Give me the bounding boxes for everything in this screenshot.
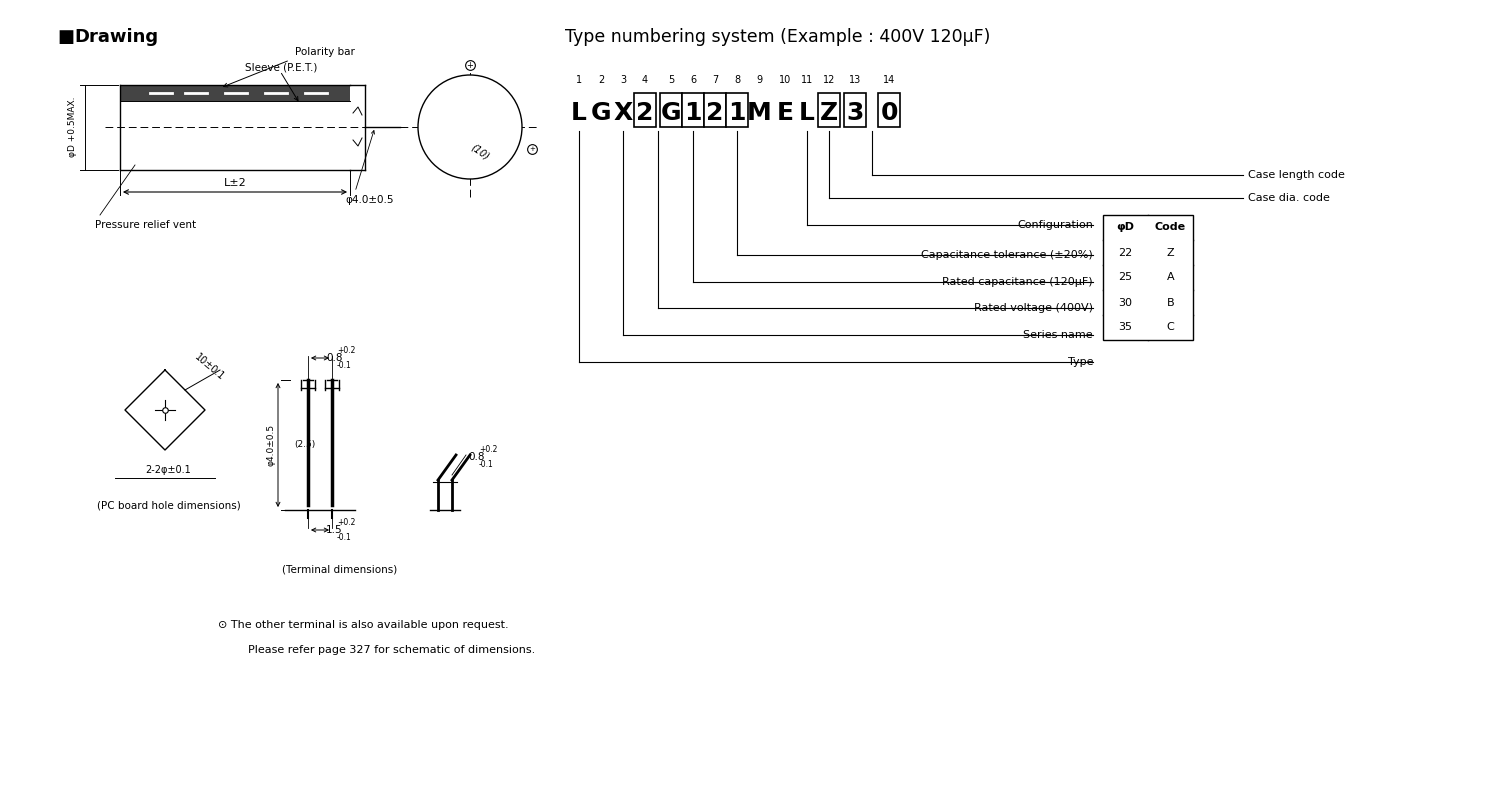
Text: 5: 5 — [668, 75, 674, 85]
Text: 10: 10 — [779, 75, 791, 85]
Text: A: A — [1167, 273, 1174, 282]
Text: E: E — [776, 101, 794, 125]
Text: (10): (10) — [469, 142, 491, 162]
Text: 7: 7 — [712, 75, 718, 85]
Text: +0.2: +0.2 — [337, 518, 355, 527]
Text: -0.1: -0.1 — [337, 361, 352, 370]
Text: 1: 1 — [728, 101, 746, 125]
Text: 3: 3 — [846, 101, 864, 125]
Text: (Terminal dimensions): (Terminal dimensions) — [282, 565, 397, 575]
Text: 11: 11 — [801, 75, 813, 85]
Text: Z: Z — [819, 101, 837, 125]
Bar — [818, 93, 840, 127]
Text: 4: 4 — [643, 75, 649, 85]
Text: 35: 35 — [1119, 322, 1132, 333]
Text: φD +0.5MAX.: φD +0.5MAX. — [67, 97, 76, 158]
Text: Type: Type — [1068, 357, 1094, 367]
Text: 1: 1 — [575, 75, 583, 85]
Text: 25: 25 — [1119, 273, 1132, 282]
Bar — [661, 93, 682, 127]
Text: Rated capacitance (120μF): Rated capacitance (120μF) — [942, 277, 1094, 287]
Text: Code: Code — [1155, 222, 1186, 233]
Text: -0.1: -0.1 — [479, 460, 494, 469]
Text: 13: 13 — [849, 75, 861, 85]
Text: (PC board hole dimensions): (PC board hole dimensions) — [97, 500, 241, 510]
Text: Z: Z — [1167, 247, 1174, 258]
Text: Case dia. code: Case dia. code — [1248, 193, 1330, 203]
Text: L: L — [798, 101, 815, 125]
Text: φ4.0±0.5: φ4.0±0.5 — [267, 424, 276, 466]
Text: L±2: L±2 — [223, 178, 246, 188]
Bar — [878, 93, 900, 127]
Text: 0: 0 — [881, 101, 897, 125]
Text: Drawing: Drawing — [73, 28, 159, 46]
Text: X: X — [613, 101, 632, 125]
Text: Type numbering system (Example : 400V 120μF): Type numbering system (Example : 400V 12… — [565, 28, 990, 46]
Text: 0.8: 0.8 — [467, 452, 484, 462]
Text: 3: 3 — [620, 75, 626, 85]
Text: Capacitance tolerance (±20%): Capacitance tolerance (±20%) — [921, 250, 1094, 260]
Bar — [476, 128, 484, 136]
Text: Case length code: Case length code — [1248, 170, 1345, 180]
Text: M: M — [746, 101, 771, 125]
Bar — [682, 93, 704, 127]
Text: Configuration: Configuration — [1017, 220, 1094, 230]
Bar — [1103, 215, 1192, 340]
Text: B: B — [1167, 298, 1174, 307]
Text: +: + — [529, 146, 535, 152]
Text: Rated voltage (400V): Rated voltage (400V) — [974, 303, 1094, 313]
Text: Series name: Series name — [1023, 330, 1094, 340]
Text: 22: 22 — [1119, 247, 1132, 258]
Text: G: G — [590, 101, 611, 125]
Text: 6: 6 — [691, 75, 697, 85]
Text: ■: ■ — [57, 28, 73, 46]
Text: φD: φD — [1116, 222, 1134, 233]
Text: 2: 2 — [637, 101, 653, 125]
Text: +0.2: +0.2 — [479, 445, 497, 454]
Text: 30: 30 — [1119, 298, 1132, 307]
Circle shape — [418, 75, 521, 179]
Text: (2.5): (2.5) — [295, 441, 316, 450]
Text: +: + — [466, 61, 473, 70]
Text: Sleeve (P.E.T.): Sleeve (P.E.T.) — [246, 63, 318, 73]
Text: 2-2φ±0.1: 2-2φ±0.1 — [145, 465, 190, 475]
Text: Polarity bar: Polarity bar — [295, 47, 355, 57]
Bar — [448, 128, 455, 136]
Text: 2: 2 — [707, 101, 724, 125]
Bar — [634, 93, 656, 127]
Text: Please refer page 327 for schematic of dimensions.: Please refer page 327 for schematic of d… — [249, 645, 535, 655]
Text: G: G — [661, 101, 682, 125]
Text: 10±0.1: 10±0.1 — [193, 351, 226, 382]
Text: 2: 2 — [598, 75, 604, 85]
Bar — [727, 93, 748, 127]
Text: ⊙ The other terminal is also available upon request.: ⊙ The other terminal is also available u… — [219, 620, 509, 630]
Text: φ4.0±0.5: φ4.0±0.5 — [345, 195, 394, 205]
Text: 1: 1 — [685, 101, 701, 125]
Text: L: L — [571, 101, 587, 125]
Text: -0.1: -0.1 — [337, 533, 352, 542]
Bar — [843, 93, 866, 127]
Text: 12: 12 — [822, 75, 836, 85]
Text: 1.5: 1.5 — [327, 525, 343, 535]
Text: 9: 9 — [756, 75, 762, 85]
Text: 0.8: 0.8 — [327, 353, 343, 363]
Text: +0.2: +0.2 — [337, 346, 355, 355]
Text: Pressure relief vent: Pressure relief vent — [94, 220, 196, 230]
Bar — [704, 93, 727, 127]
Text: C: C — [1167, 322, 1174, 333]
Text: 8: 8 — [734, 75, 740, 85]
Text: 14: 14 — [882, 75, 896, 85]
